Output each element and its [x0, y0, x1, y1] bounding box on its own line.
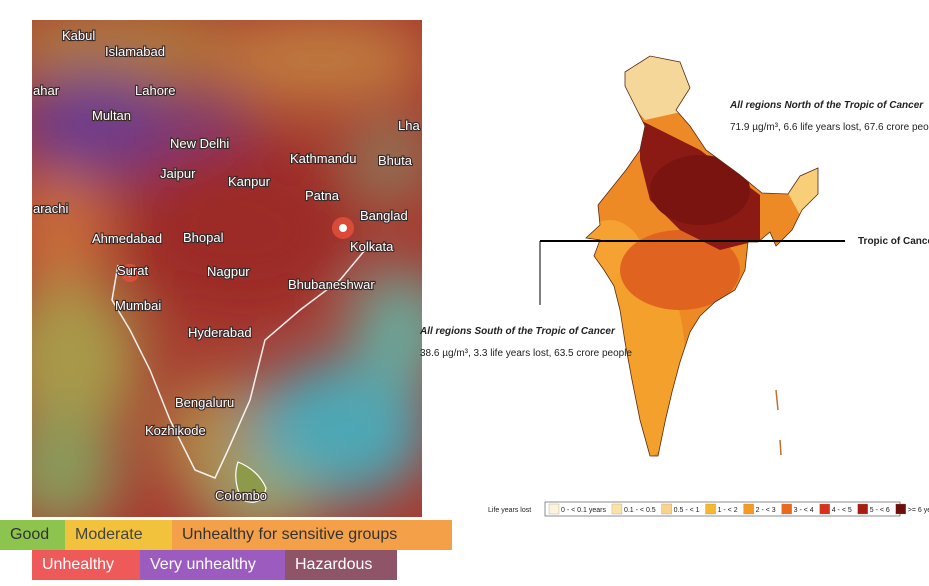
legend-swatch: [611, 503, 623, 515]
city-label: Mumbai: [115, 298, 161, 313]
legend-swatch: [661, 503, 672, 515]
city-label: arachi: [33, 201, 69, 216]
city-label: Bhubaneshwar: [288, 277, 375, 292]
legend-label: 0.1 - < 0.5: [624, 507, 656, 514]
legend-swatch: [895, 503, 906, 515]
legend-label: 4 - < 5: [832, 507, 852, 514]
legend-swatch: [781, 503, 792, 515]
legend-swatch: [857, 503, 868, 515]
life-expectancy-map: Tropic of Cancer All regions North of th…: [419, 55, 929, 517]
north-title: All regions North of the Tropic of Cance…: [729, 100, 924, 111]
legend-label: 5 - < 6: [870, 507, 890, 514]
legend-swatch: [705, 503, 716, 515]
legend-label: 1 - < 2: [718, 507, 738, 514]
legend-swatch: [743, 503, 754, 515]
city-label: Kolkata: [350, 239, 394, 254]
city-label: Ahmedabad: [92, 231, 162, 246]
city-label: Bhuta: [378, 153, 413, 168]
south-title: All regions South of the Tropic of Cance…: [419, 326, 616, 337]
city-label: Kanpur: [228, 174, 271, 189]
aqi-legend-item: Very unhealthy: [140, 550, 285, 580]
south-detail: 38.6 µg/m³, 3.3 life years lost, 63.5 cr…: [420, 348, 632, 359]
legend-title: Life years lost: [488, 507, 531, 514]
city-label: Nagpur: [207, 264, 250, 279]
city-label: Kathmandu: [290, 151, 357, 166]
aqi-legend-item: Hazardous: [285, 550, 397, 580]
city-label: New Delhi: [170, 136, 229, 151]
legend-swatch: [819, 503, 830, 515]
legend-label: 3 - < 4: [794, 507, 814, 514]
city-label: Bengaluru: [175, 395, 234, 410]
aqi-map: Kabul Islamabad ahar Lahore Multan Lha New Del…: [32, 20, 422, 517]
city-label: Patna: [305, 188, 340, 203]
city-label: Multan: [92, 108, 131, 123]
city-label: Lahore: [135, 83, 175, 98]
aqi-legend-item: Good: [0, 520, 65, 550]
city-label: Islamabad: [105, 44, 165, 59]
north-detail: 71.9 µg/m³, 6.6 life years lost, 67.6 cr…: [730, 122, 929, 133]
city-label: Bhopal: [183, 230, 224, 245]
city-label: Kozhikode: [145, 423, 206, 438]
tropic-label: Tropic of Cancer: [858, 236, 929, 247]
city-label: Lha: [398, 118, 420, 133]
aqi-legend-item: Unhealthy for sensitive groups: [172, 520, 452, 550]
aqi-legend-item: Unhealthy: [32, 550, 140, 580]
city-label: Jaipur: [160, 166, 196, 181]
aqi-legend-item: Moderate: [65, 520, 172, 550]
city-label: Colombo: [215, 488, 267, 503]
legend-label: 0 - < 0.1 years: [561, 507, 606, 514]
city-label: Banglad: [360, 208, 408, 223]
legend-label: 0.5 - < 1: [674, 507, 700, 514]
legend-swatch: [548, 503, 560, 515]
legend-label: >= 6 years: [908, 507, 929, 514]
city-label: Kabul: [62, 28, 95, 43]
city-label: Surat: [117, 263, 148, 278]
city-label: Hyderabad: [188, 325, 252, 340]
legend-label: 2 - < 3: [756, 507, 776, 514]
city-label: ahar: [33, 83, 60, 98]
